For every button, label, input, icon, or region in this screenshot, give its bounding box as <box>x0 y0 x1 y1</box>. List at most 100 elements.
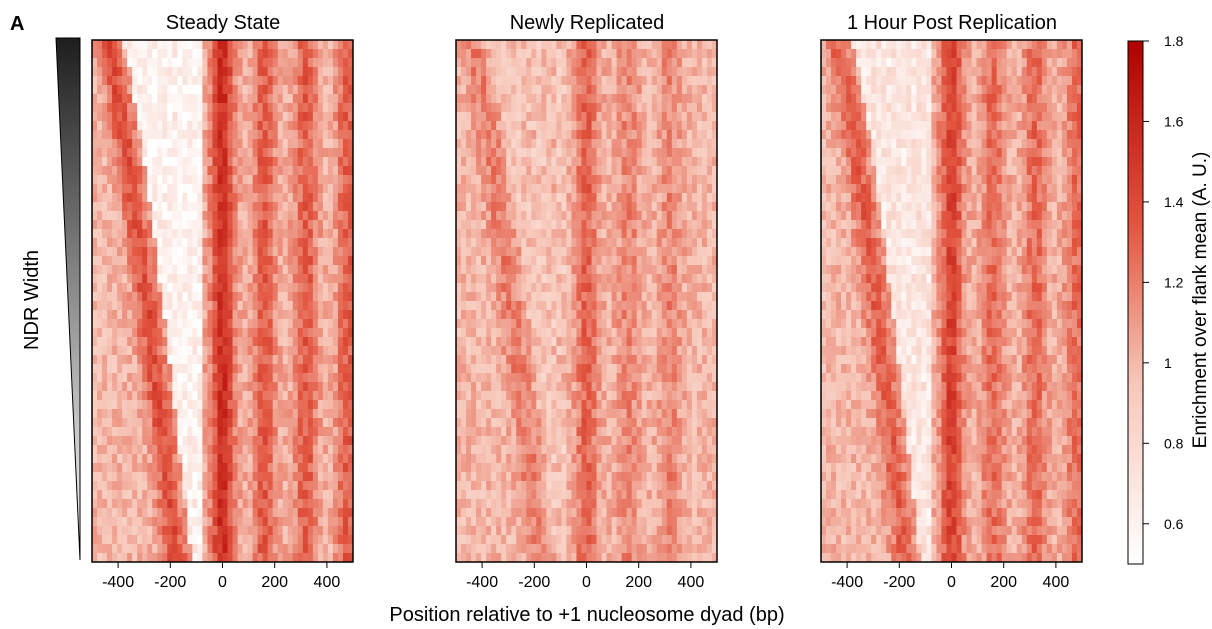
heatmap-cell <box>127 211 133 221</box>
heatmap-cell <box>511 373 517 383</box>
heatmap-cell <box>187 94 193 104</box>
heatmap-cell <box>636 238 643 248</box>
heatmap-cell <box>152 40 158 50</box>
heatmap-cell <box>292 58 299 68</box>
heatmap-cell <box>187 337 193 347</box>
heatmap-cell <box>182 346 188 356</box>
heatmap-cell <box>581 220 587 230</box>
heatmap-cell <box>626 211 633 221</box>
heatmap-cell <box>262 130 269 140</box>
heatmap-cell <box>227 40 233 50</box>
heatmap-cell <box>212 553 218 563</box>
heatmap-cell <box>342 112 349 122</box>
heatmap-cell <box>701 247 708 257</box>
heatmap-cell <box>262 283 269 293</box>
heatmap-cell <box>476 265 482 275</box>
heatmap-cell <box>167 94 173 104</box>
heatmap-cell <box>541 373 547 383</box>
heatmap-cell <box>596 301 602 311</box>
heatmap-cell <box>307 193 314 203</box>
heatmap-cell <box>536 247 542 257</box>
heatmap-cell <box>556 121 562 131</box>
heatmap-cell <box>267 157 274 167</box>
heatmap-cell <box>147 508 153 518</box>
heatmap-cell <box>701 292 708 302</box>
heatmap-cell <box>92 184 98 194</box>
heatmap-cell <box>92 292 98 302</box>
heatmap-cell <box>656 40 663 50</box>
heatmap-cell <box>262 148 269 158</box>
heatmap-cell <box>701 337 708 347</box>
heatmap-cell <box>322 418 329 428</box>
heatmap-cell <box>581 166 587 176</box>
heatmap-cell <box>332 301 339 311</box>
heatmap-cell <box>122 418 128 428</box>
heatmap-cell <box>586 256 592 266</box>
heatmap-cell <box>611 58 618 68</box>
heatmap-cell <box>107 355 113 365</box>
heatmap-cell <box>661 220 668 230</box>
heatmap-cell <box>491 112 497 122</box>
heatmap-cell <box>162 184 168 194</box>
heatmap-cell <box>456 364 462 374</box>
heatmap-cell <box>252 193 259 203</box>
heatmap-cell <box>117 544 123 554</box>
heatmap-cell <box>476 202 482 212</box>
heatmap-cell <box>182 301 188 311</box>
heatmap-cell <box>611 238 618 248</box>
heatmap-cell <box>247 400 254 410</box>
heatmap-cell <box>112 319 118 329</box>
heatmap-cell <box>476 76 482 86</box>
heatmap-cell <box>142 463 148 473</box>
heatmap-cell <box>696 193 703 203</box>
heatmap-cell <box>287 121 294 131</box>
heatmap-cell <box>646 175 653 185</box>
heatmap-cell <box>551 85 557 95</box>
heatmap-cell <box>711 229 718 239</box>
heatmap-cell <box>287 76 294 86</box>
heatmap-cell <box>536 139 542 149</box>
heatmap-cell <box>666 292 673 302</box>
heatmap-cell <box>701 148 708 158</box>
heatmap-cell <box>172 454 178 464</box>
heatmap-cell <box>282 472 289 482</box>
heatmap-cell <box>272 400 279 410</box>
heatmap-cell <box>282 256 289 266</box>
heatmap-cell <box>272 265 279 275</box>
heatmap-cell <box>277 76 284 86</box>
heatmap-cell <box>551 229 557 239</box>
heatmap-cell <box>486 184 492 194</box>
heatmap-cell <box>92 211 98 221</box>
heatmap-cell <box>252 148 259 158</box>
heatmap-cell <box>616 193 623 203</box>
heatmap-cell <box>651 301 658 311</box>
heatmap-cell <box>237 391 243 401</box>
heatmap-cell <box>581 112 587 122</box>
heatmap-cell <box>132 499 138 509</box>
heatmap-cell <box>636 40 643 50</box>
heatmap-cell <box>117 175 123 185</box>
heatmap-cell <box>287 130 294 140</box>
heatmap-cell <box>531 337 537 347</box>
heatmap-cell <box>147 517 153 527</box>
heatmap-cell <box>486 319 492 329</box>
heatmap-cell <box>591 121 597 131</box>
heatmap-cell <box>122 472 128 482</box>
heatmap-cell <box>197 319 203 329</box>
heatmap-cell <box>222 328 228 338</box>
heatmap-cell <box>511 301 517 311</box>
heatmap-cell <box>302 247 309 257</box>
heatmap-cell <box>631 355 638 365</box>
heatmap-cell <box>521 355 527 365</box>
heatmap-cell <box>92 148 98 158</box>
heatmap-cell <box>227 553 233 563</box>
heatmap-cell <box>242 76 248 86</box>
heatmap-cell <box>476 364 482 374</box>
heatmap-cell <box>691 58 698 68</box>
heatmap-cell <box>102 256 108 266</box>
heatmap-cell <box>242 184 248 194</box>
heatmap-cell <box>501 355 507 365</box>
heatmap-cell <box>496 103 502 113</box>
heatmap-cell <box>312 193 319 203</box>
heatmap-cell <box>237 157 243 167</box>
